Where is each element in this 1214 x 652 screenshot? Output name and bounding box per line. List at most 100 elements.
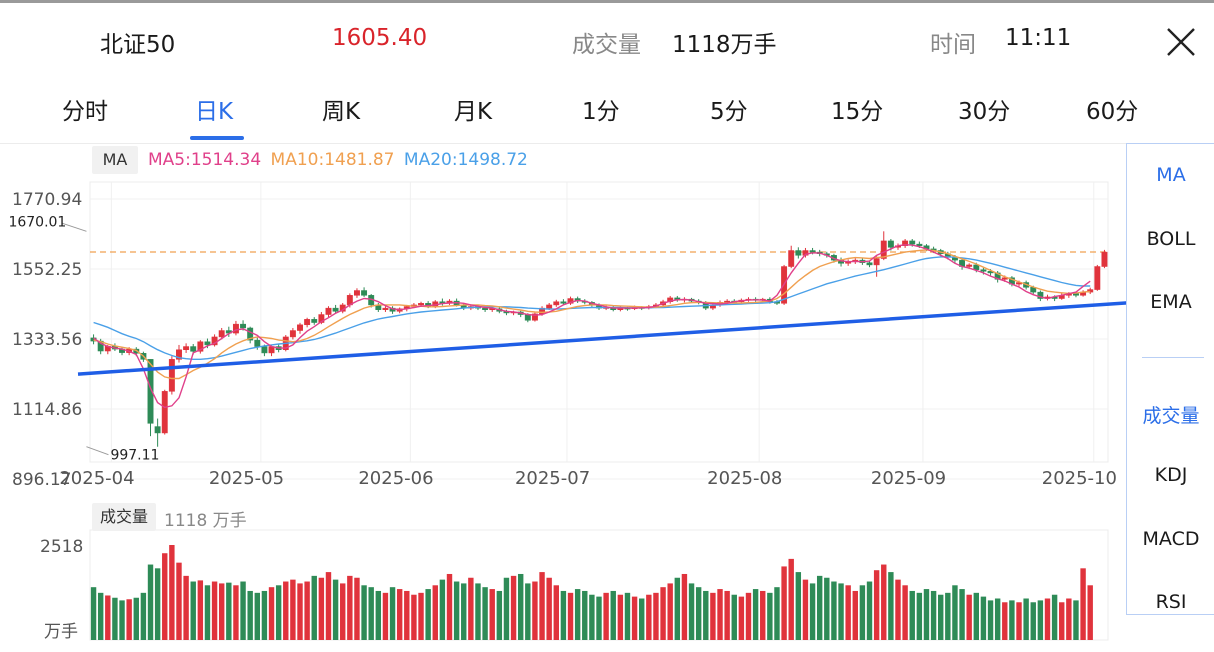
candle-down (887, 240, 894, 248)
volume-bar-up (105, 595, 111, 640)
volume-bar-down (261, 590, 268, 640)
tab-60min[interactable]: 60分 (1086, 99, 1139, 125)
volume-bar-down (909, 590, 915, 640)
volume-bar-down (389, 587, 396, 640)
volume-bar-down (838, 583, 844, 640)
candle-up (168, 359, 175, 392)
volume-bar-up (446, 573, 453, 640)
volume-bar-down (1051, 594, 1058, 640)
ma5-value: MA5:1514.34 (148, 150, 262, 170)
tab-15min[interactable]: 15分 (831, 99, 884, 125)
volume-bar-down (987, 600, 994, 640)
tab-monthly-k[interactable]: 月K (454, 99, 493, 125)
price-plot-frame (89, 181, 1109, 463)
volume-bar-up (396, 589, 403, 640)
candle-up (304, 319, 311, 326)
tab-fenshi[interactable]: 分时 (62, 99, 108, 125)
volume-bar-up (881, 564, 887, 640)
volume-bar-up (617, 594, 624, 640)
volume-max-tick: 2518 (40, 537, 83, 557)
volume-bar-up (382, 592, 389, 640)
candle-down (1073, 293, 1079, 296)
candle-up (418, 303, 424, 306)
volume-bar-down (923, 589, 930, 640)
volume-bar-up (660, 587, 666, 640)
volume-bar-up (553, 585, 559, 640)
volume-bar-down (275, 585, 282, 640)
volume-bar-down (574, 589, 581, 640)
volume-legend-value: 1118 万手 (164, 511, 247, 531)
volume-bar-up (724, 590, 730, 640)
volume-bar-up (532, 581, 538, 640)
sidebar-item-rsi[interactable]: RSI (1155, 591, 1187, 613)
volume-bar-up (1080, 568, 1086, 640)
volume-value: 1118万手 (672, 32, 777, 58)
volume-bar-down (368, 587, 374, 640)
volume-bar-down (475, 583, 481, 640)
volume-bar-up (802, 579, 809, 640)
volume-bar-down (795, 572, 802, 640)
volume-bar-up (781, 566, 787, 640)
sidebar-item-ma[interactable]: MA (1156, 164, 1186, 186)
volume-bar-down (453, 581, 460, 640)
candle-down (190, 346, 197, 352)
volume-bar-up (1066, 598, 1072, 640)
volume-bar-down (831, 581, 837, 640)
candle-up (902, 240, 909, 246)
sidebar-item-macd[interactable]: MACD (1142, 528, 1200, 550)
period-tabs: 分时 日K 周K 月K 1分 5分 15分 30分 60分 (0, 80, 1214, 144)
tab-5min[interactable]: 5分 (710, 99, 748, 125)
sidebar-item-boll[interactable]: BOLL (1146, 228, 1196, 250)
candle-up (232, 323, 239, 334)
volume-bar-down (888, 572, 894, 640)
volume-bar-up (852, 590, 858, 640)
close-icon[interactable] (1164, 25, 1198, 59)
candle-down (524, 314, 531, 321)
candle-down (154, 426, 161, 434)
sidebar-item-volume[interactable]: 成交量 (1142, 405, 1200, 427)
ma-indicator-label[interactable]: MA (92, 146, 138, 174)
volume-bar-up (432, 585, 438, 640)
tab-30min[interactable]: 30分 (958, 99, 1011, 125)
candle-down (795, 250, 802, 256)
volume-bar-down (809, 583, 816, 640)
tab-1min[interactable]: 1分 (582, 99, 620, 125)
volume-bar-down (247, 590, 253, 640)
volume-bar-up (760, 590, 766, 640)
volume-bar-up (340, 583, 346, 640)
volume-bar-up (1059, 602, 1065, 640)
volume-bar-down (916, 592, 923, 640)
volume-bar-down (133, 597, 139, 640)
tab-weekly-k[interactable]: 周K (322, 99, 361, 125)
volume-bar-down (154, 568, 161, 640)
volume-bar-down (1023, 598, 1029, 640)
volume-bar-down (980, 596, 987, 640)
volume-bar-down (90, 587, 97, 640)
volume-bar-up (717, 589, 723, 640)
volume-bar-up (1087, 585, 1093, 640)
volume-bar-down (695, 587, 702, 640)
volume-bar-down (930, 590, 937, 640)
volume-indicator-label[interactable]: 成交量 (92, 503, 156, 531)
volume-bar-down (1030, 602, 1036, 640)
volume-bar-down (973, 592, 980, 640)
volume-bar-up (211, 581, 218, 640)
volume-bar-up (162, 553, 168, 640)
volume-bar-up (290, 579, 296, 640)
volume-bar-down (226, 582, 232, 640)
candle-up (289, 330, 296, 338)
candle-down (916, 243, 923, 246)
volume-bar-up (126, 599, 132, 640)
sidebar-item-ema[interactable]: EMA (1150, 291, 1192, 313)
index-name: 北证50 (100, 32, 176, 58)
volume-bar-down (190, 581, 196, 640)
tab-daily-k[interactable]: 日K (195, 99, 234, 125)
volume-bar-up (895, 579, 901, 640)
volume-bar-up (347, 575, 353, 640)
ma5-line (93, 244, 1091, 409)
ma10-value: MA10:1481.87 (270, 150, 395, 170)
sidebar-item-kdj[interactable]: KDJ (1154, 464, 1188, 486)
volume-bar-up (183, 575, 189, 640)
volume-bar-up (169, 545, 175, 640)
